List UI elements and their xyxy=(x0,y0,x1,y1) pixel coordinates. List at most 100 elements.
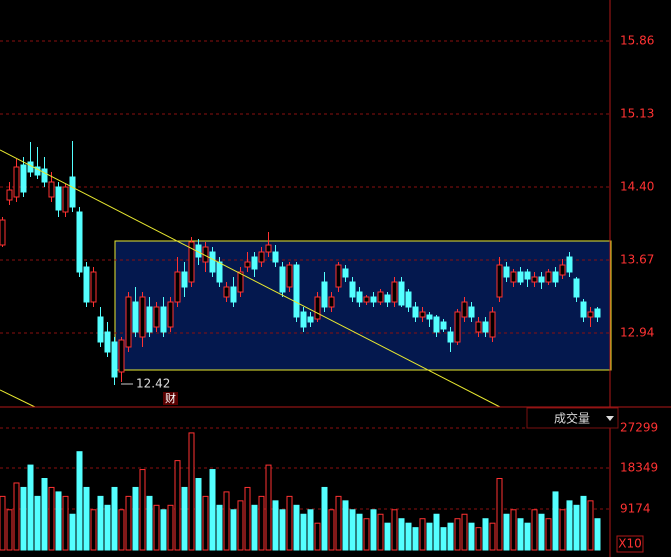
candle-body xyxy=(524,271,531,280)
candle-body xyxy=(468,306,475,318)
volume-bar xyxy=(181,486,188,551)
low-annotation: 12.42 xyxy=(136,377,170,391)
volume-bar xyxy=(62,495,69,551)
volume-bar xyxy=(531,509,538,551)
volume-selector[interactable] xyxy=(526,407,619,429)
candle-body xyxy=(20,164,27,193)
candle-body xyxy=(230,286,237,303)
volume-bar xyxy=(426,522,433,551)
candle-body xyxy=(97,316,104,343)
candle-body xyxy=(370,296,377,303)
volume-unit: X10 xyxy=(618,537,642,551)
volume-bar xyxy=(195,478,202,551)
candle-body xyxy=(510,271,517,283)
candle-body xyxy=(83,266,90,303)
volume-bar xyxy=(538,513,545,551)
volume-bar xyxy=(587,500,594,551)
trend-line xyxy=(0,149,501,408)
volume-bar xyxy=(293,504,300,551)
volume-bar xyxy=(48,486,55,551)
candle-body xyxy=(125,296,132,348)
volume-bar xyxy=(209,469,216,551)
volume-bar xyxy=(356,513,363,551)
volume-bar xyxy=(251,504,258,551)
candle-body xyxy=(573,278,580,298)
event-marker-box xyxy=(163,392,178,405)
candle-body xyxy=(0,219,6,246)
candle-body xyxy=(265,244,272,253)
volume-bar xyxy=(20,486,27,551)
volume-bar xyxy=(433,513,440,551)
volume-bar xyxy=(482,518,489,551)
volume-bar xyxy=(580,495,587,551)
candle-body xyxy=(279,266,286,293)
candle-body xyxy=(174,271,181,303)
volume-bar xyxy=(461,513,468,551)
volume-bar xyxy=(307,509,314,551)
volume-bar xyxy=(363,518,370,551)
volume-bar xyxy=(328,509,335,551)
candle-body xyxy=(321,281,328,308)
volume-bar xyxy=(160,509,167,551)
volume-bar xyxy=(314,522,321,551)
volume-bar xyxy=(440,527,447,551)
unit-box xyxy=(616,535,644,553)
volume-bar xyxy=(90,509,97,551)
candle-body xyxy=(391,281,398,303)
volume-bar xyxy=(496,478,503,551)
volume-bar xyxy=(265,464,272,551)
candle-body xyxy=(251,256,258,270)
volume-bar xyxy=(272,500,279,551)
candle-body xyxy=(503,266,510,278)
volume-bar xyxy=(489,522,496,551)
candle-body xyxy=(69,176,76,208)
volume-bar xyxy=(97,495,104,551)
candle-body xyxy=(356,291,363,303)
candle-body xyxy=(566,256,573,273)
candle-body xyxy=(426,314,433,320)
candle-body xyxy=(552,271,559,283)
volume-bar xyxy=(34,495,41,551)
dropdown-arrow[interactable] xyxy=(606,416,614,421)
y-tick-label: 15.86 xyxy=(620,34,654,48)
volume-bar xyxy=(503,513,510,551)
candle-body xyxy=(433,316,440,333)
volume-bar xyxy=(258,495,265,551)
volume-bar xyxy=(279,509,286,551)
volume-bar xyxy=(216,504,223,551)
volume-bar xyxy=(188,432,195,551)
volume-bar xyxy=(202,495,209,551)
volume-bar xyxy=(552,491,559,551)
candle-body xyxy=(223,286,230,298)
candle-body xyxy=(475,321,482,333)
volume-bar xyxy=(83,486,90,551)
volume-bar xyxy=(6,509,13,551)
candle-body xyxy=(41,168,48,183)
candle-body xyxy=(188,241,195,283)
y-tick-label: 27299 xyxy=(620,421,658,435)
volume-bar xyxy=(545,518,552,551)
candle-body xyxy=(307,316,314,323)
y-tick-label: 9174 xyxy=(620,502,651,516)
candle-body xyxy=(216,261,223,283)
candle-body xyxy=(62,186,69,213)
volume-bar xyxy=(384,522,391,551)
candle-body xyxy=(531,276,538,283)
candle-body xyxy=(461,301,468,318)
candle-body xyxy=(398,281,405,306)
candle-body xyxy=(104,331,111,353)
volume-bar xyxy=(118,509,125,551)
candle-body xyxy=(454,311,461,343)
volume-bar xyxy=(69,513,76,551)
candle-body xyxy=(55,186,62,211)
volume-bar xyxy=(244,486,251,551)
volume-label[interactable]: 成交量 xyxy=(554,411,590,426)
trend-line xyxy=(0,389,36,408)
volume-bar xyxy=(405,522,412,551)
candle-body xyxy=(146,306,153,333)
volume-bar xyxy=(391,509,398,551)
volume-bar xyxy=(573,504,580,551)
candle-body xyxy=(489,311,496,338)
